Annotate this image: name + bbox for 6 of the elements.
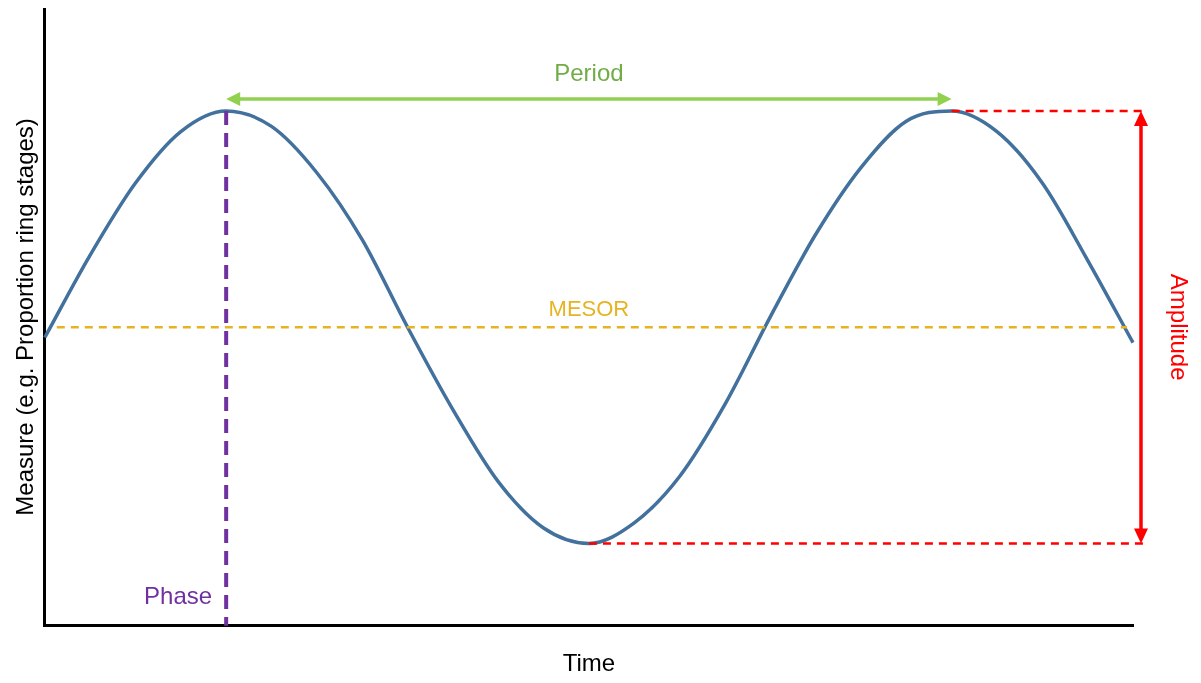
x-axis-title: Time [562, 649, 616, 677]
text: Period [554, 58, 624, 86]
annotation: Phase [144, 581, 213, 609]
y-axis-title: Measure (e.g. Proportion ring stages) [11, 118, 39, 516]
text: Amplitude [1166, 273, 1193, 381]
ref-line-label: MESOR [548, 296, 630, 322]
